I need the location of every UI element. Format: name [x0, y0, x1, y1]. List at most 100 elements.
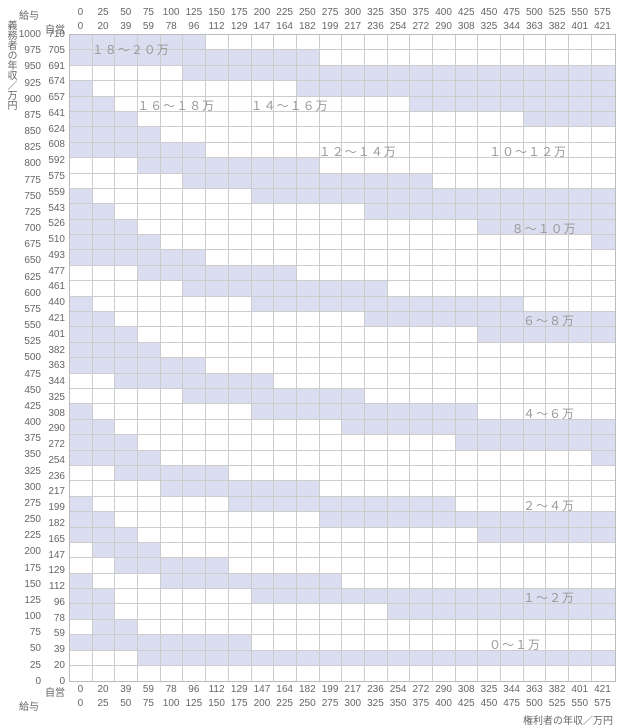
row-left2-label: 78: [43, 613, 65, 624]
cell: [478, 543, 501, 558]
cell: [206, 35, 229, 50]
col-bot2-label: 325: [367, 698, 384, 709]
cell: [320, 374, 343, 389]
cell: [93, 435, 116, 450]
cell: [115, 235, 138, 250]
cell: [206, 174, 229, 189]
cell: [569, 327, 592, 342]
cell: [546, 158, 569, 173]
col-bot-label: 129: [231, 684, 248, 695]
cell: [320, 651, 343, 666]
cell: [388, 297, 411, 312]
row-left-label: 925: [13, 78, 41, 89]
cell: [274, 558, 297, 573]
cell: [297, 404, 320, 419]
cell: [501, 666, 524, 681]
col-bot-label: 112: [209, 684, 225, 695]
cell: [592, 528, 615, 543]
cell: [70, 312, 93, 327]
cell: [342, 666, 365, 681]
row-left2-label: 39: [43, 644, 65, 655]
cell: [342, 389, 365, 404]
cell: [93, 112, 116, 127]
cell: [365, 497, 388, 512]
cell: [229, 35, 252, 50]
cell: [342, 343, 365, 358]
cell: [456, 112, 479, 127]
col-bot2-label: 175: [231, 698, 248, 709]
cell: [388, 220, 411, 235]
cell: [478, 189, 501, 204]
cell: [478, 158, 501, 173]
cell: [365, 266, 388, 281]
cell: [388, 543, 411, 558]
cell: [410, 143, 433, 158]
col-top-label: 175: [231, 7, 248, 18]
cell: [320, 235, 343, 250]
cell: [342, 451, 365, 466]
cell: [569, 266, 592, 281]
row-left-label: 450: [13, 385, 41, 396]
cell: [206, 558, 229, 573]
cell: [183, 404, 206, 419]
cell: [501, 589, 524, 604]
cell: [478, 435, 501, 450]
cell: [501, 497, 524, 512]
cell: [342, 604, 365, 619]
cell: [115, 543, 138, 558]
cell: [569, 204, 592, 219]
col-top2-label: 363: [526, 21, 543, 32]
cell: [115, 189, 138, 204]
cell: [592, 435, 615, 450]
cell: [410, 466, 433, 481]
cell: [115, 204, 138, 219]
cell: [546, 35, 569, 50]
row-left2-label: 382: [43, 345, 65, 356]
cell: [478, 112, 501, 127]
cell: [410, 620, 433, 635]
cell: [388, 312, 411, 327]
cell: [592, 327, 615, 342]
cell: [229, 451, 252, 466]
cell: [592, 604, 615, 619]
cell: [93, 250, 116, 265]
cell: [456, 651, 479, 666]
cell: [546, 543, 569, 558]
row-left2-label: 96: [43, 597, 65, 608]
cell: [478, 204, 501, 219]
cell: [115, 451, 138, 466]
col-top2-label: 182: [299, 21, 316, 32]
cell: [183, 174, 206, 189]
cell: [524, 620, 547, 635]
row-left-label: 75: [13, 627, 41, 638]
cell: [388, 97, 411, 112]
row-left2-label: 59: [43, 628, 65, 639]
cell: [456, 512, 479, 527]
cell: [456, 358, 479, 373]
cell: [297, 297, 320, 312]
row-left2-label: 217: [43, 486, 65, 497]
cell: [410, 204, 433, 219]
row-left2-label: 165: [43, 534, 65, 545]
cell: [365, 50, 388, 65]
row-left-label: 675: [13, 239, 41, 250]
col-top-label: 475: [503, 7, 520, 18]
cell: [592, 220, 615, 235]
cell: [161, 235, 184, 250]
cell: [70, 574, 93, 589]
cell: [524, 327, 547, 342]
cell: [115, 312, 138, 327]
cell: [320, 127, 343, 142]
cell: [478, 50, 501, 65]
cell: [161, 250, 184, 265]
cell: [433, 127, 456, 142]
cell: [524, 420, 547, 435]
col-top2-label: 112: [209, 21, 225, 32]
cell: [456, 466, 479, 481]
row-left-label: 0: [13, 676, 41, 687]
row-left-label: 625: [13, 272, 41, 283]
cell: [388, 466, 411, 481]
row-left2-label: 608: [43, 139, 65, 150]
cell: [115, 297, 138, 312]
row-left-label: 400: [13, 417, 41, 428]
